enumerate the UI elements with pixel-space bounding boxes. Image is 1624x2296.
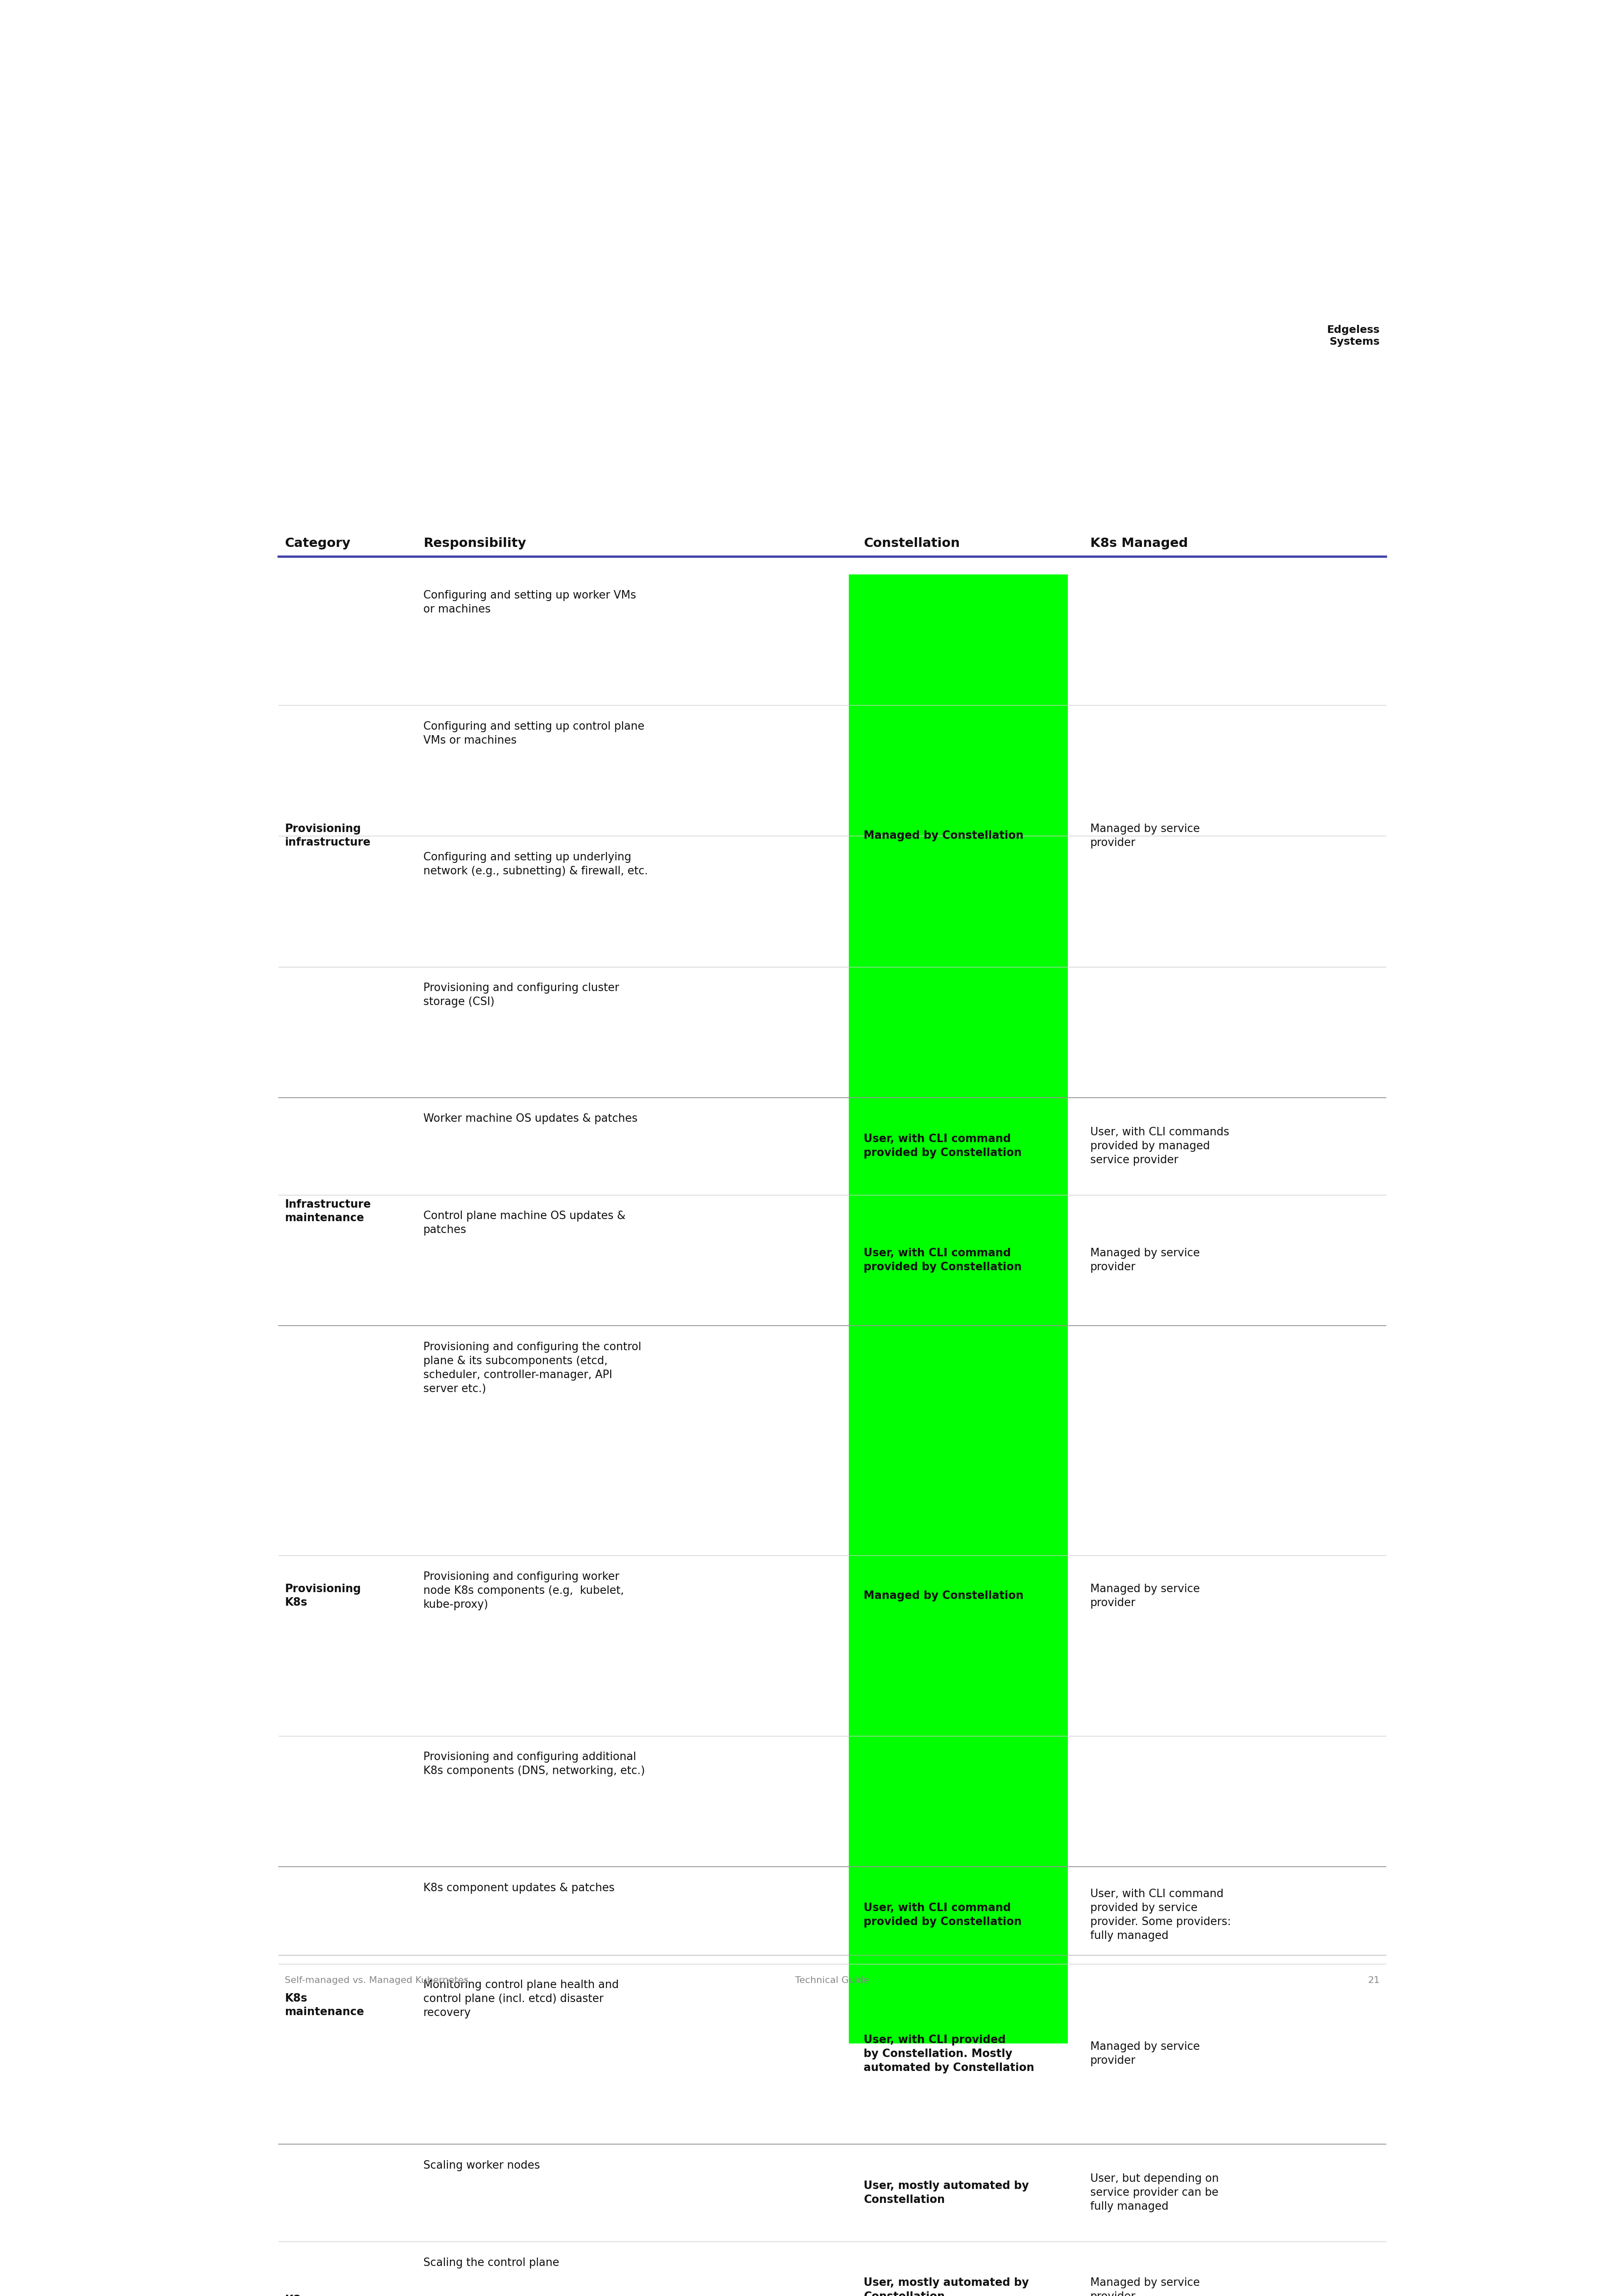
- Text: Constellation: Constellation: [864, 537, 960, 549]
- Text: Scaling worker nodes: Scaling worker nodes: [424, 2161, 539, 2172]
- Bar: [849, 574, 1067, 2296]
- Text: User, with CLI command
provided by service
provider. Some providers:
fully manag: User, with CLI command provided by servi…: [1090, 1890, 1231, 1942]
- Text: User, with CLI provided
by Constellation. Mostly
automated by Constellation: User, with CLI provided by Constellation…: [864, 2034, 1034, 2073]
- Text: User, mostly automated by
Constellation: User, mostly automated by Constellation: [864, 2278, 1030, 2296]
- Text: Control plane machine OS updates &
patches: Control plane machine OS updates & patch…: [424, 1210, 625, 1235]
- Text: Managed by service
provider: Managed by service provider: [1090, 824, 1200, 850]
- Text: Provisioning and configuring additional
K8s components (DNS, networking, etc.): Provisioning and configuring additional …: [424, 1752, 645, 1777]
- Text: Technical Guide: Technical Guide: [796, 1977, 869, 1984]
- Text: Configuring and setting up underlying
network (e.g., subnetting) & firewall, etc: Configuring and setting up underlying ne…: [424, 852, 648, 877]
- Text: Provisioning and configuring the control
plane & its subcomponents (etcd,
schedu: Provisioning and configuring the control…: [424, 1341, 641, 1394]
- Text: Worker machine OS updates & patches: Worker machine OS updates & patches: [424, 1114, 638, 1125]
- Text: Infrastructure
maintenance: Infrastructure maintenance: [284, 1199, 370, 1224]
- Text: Self-managed vs. Managed Kubernetes: Self-managed vs. Managed Kubernetes: [284, 1977, 469, 1984]
- Text: Provisioning
infrastructure: Provisioning infrastructure: [284, 824, 370, 847]
- Text: Scaling the control plane: Scaling the control plane: [424, 2257, 559, 2268]
- Text: Managed by service
provider: Managed by service provider: [1090, 1584, 1200, 1609]
- Text: User, with CLI command
provided by Constellation: User, with CLI command provided by Const…: [864, 1247, 1021, 1272]
- Text: Managed by service
provider: Managed by service provider: [1090, 2278, 1200, 2296]
- Text: Category: Category: [284, 537, 351, 549]
- Text: Monitoring control plane health and
control plane (incl. etcd) disaster
recovery: Monitoring control plane health and cont…: [424, 1979, 619, 2018]
- Text: Provisioning
K8s: Provisioning K8s: [284, 1584, 361, 1609]
- Text: Managed by service
provider: Managed by service provider: [1090, 1247, 1200, 1272]
- Text: Managed by service
provider: Managed by service provider: [1090, 2041, 1200, 2066]
- Text: K8s Managed: K8s Managed: [1090, 537, 1187, 549]
- Text: Edgeless
Systems: Edgeless Systems: [1327, 326, 1380, 347]
- Text: Managed by Constellation: Managed by Constellation: [864, 1591, 1023, 1603]
- Text: User, with CLI command
provided by Constellation: User, with CLI command provided by Const…: [864, 1903, 1021, 1929]
- Text: User, but depending on
service provider can be
fully managed: User, but depending on service provider …: [1090, 2174, 1220, 2213]
- Text: K8s
maintenance: K8s maintenance: [284, 1993, 364, 2018]
- Text: Configuring and setting up worker VMs
or machines: Configuring and setting up worker VMs or…: [424, 590, 637, 615]
- Text: Responsibility: Responsibility: [424, 537, 526, 549]
- Text: Provisioning and configuring worker
node K8s components (e.g,  kubelet,
kube-pro: Provisioning and configuring worker node…: [424, 1570, 624, 1609]
- Text: User, with CLI command
provided by Constellation: User, with CLI command provided by Const…: [864, 1134, 1021, 1159]
- Text: Configuring and setting up control plane
VMs or machines: Configuring and setting up control plane…: [424, 721, 645, 746]
- Text: Managed by Constellation: Managed by Constellation: [864, 831, 1023, 840]
- Text: Provisioning and configuring cluster
storage (CSI): Provisioning and configuring cluster sto…: [424, 983, 619, 1008]
- Text: K8s component updates & patches: K8s component updates & patches: [424, 1883, 614, 1894]
- Text: 21: 21: [1367, 1977, 1380, 1984]
- Text: User, mostly automated by
Constellation: User, mostly automated by Constellation: [864, 2181, 1030, 2204]
- Text: User, with CLI commands
provided by managed
service provider: User, with CLI commands provided by mana…: [1090, 1127, 1229, 1166]
